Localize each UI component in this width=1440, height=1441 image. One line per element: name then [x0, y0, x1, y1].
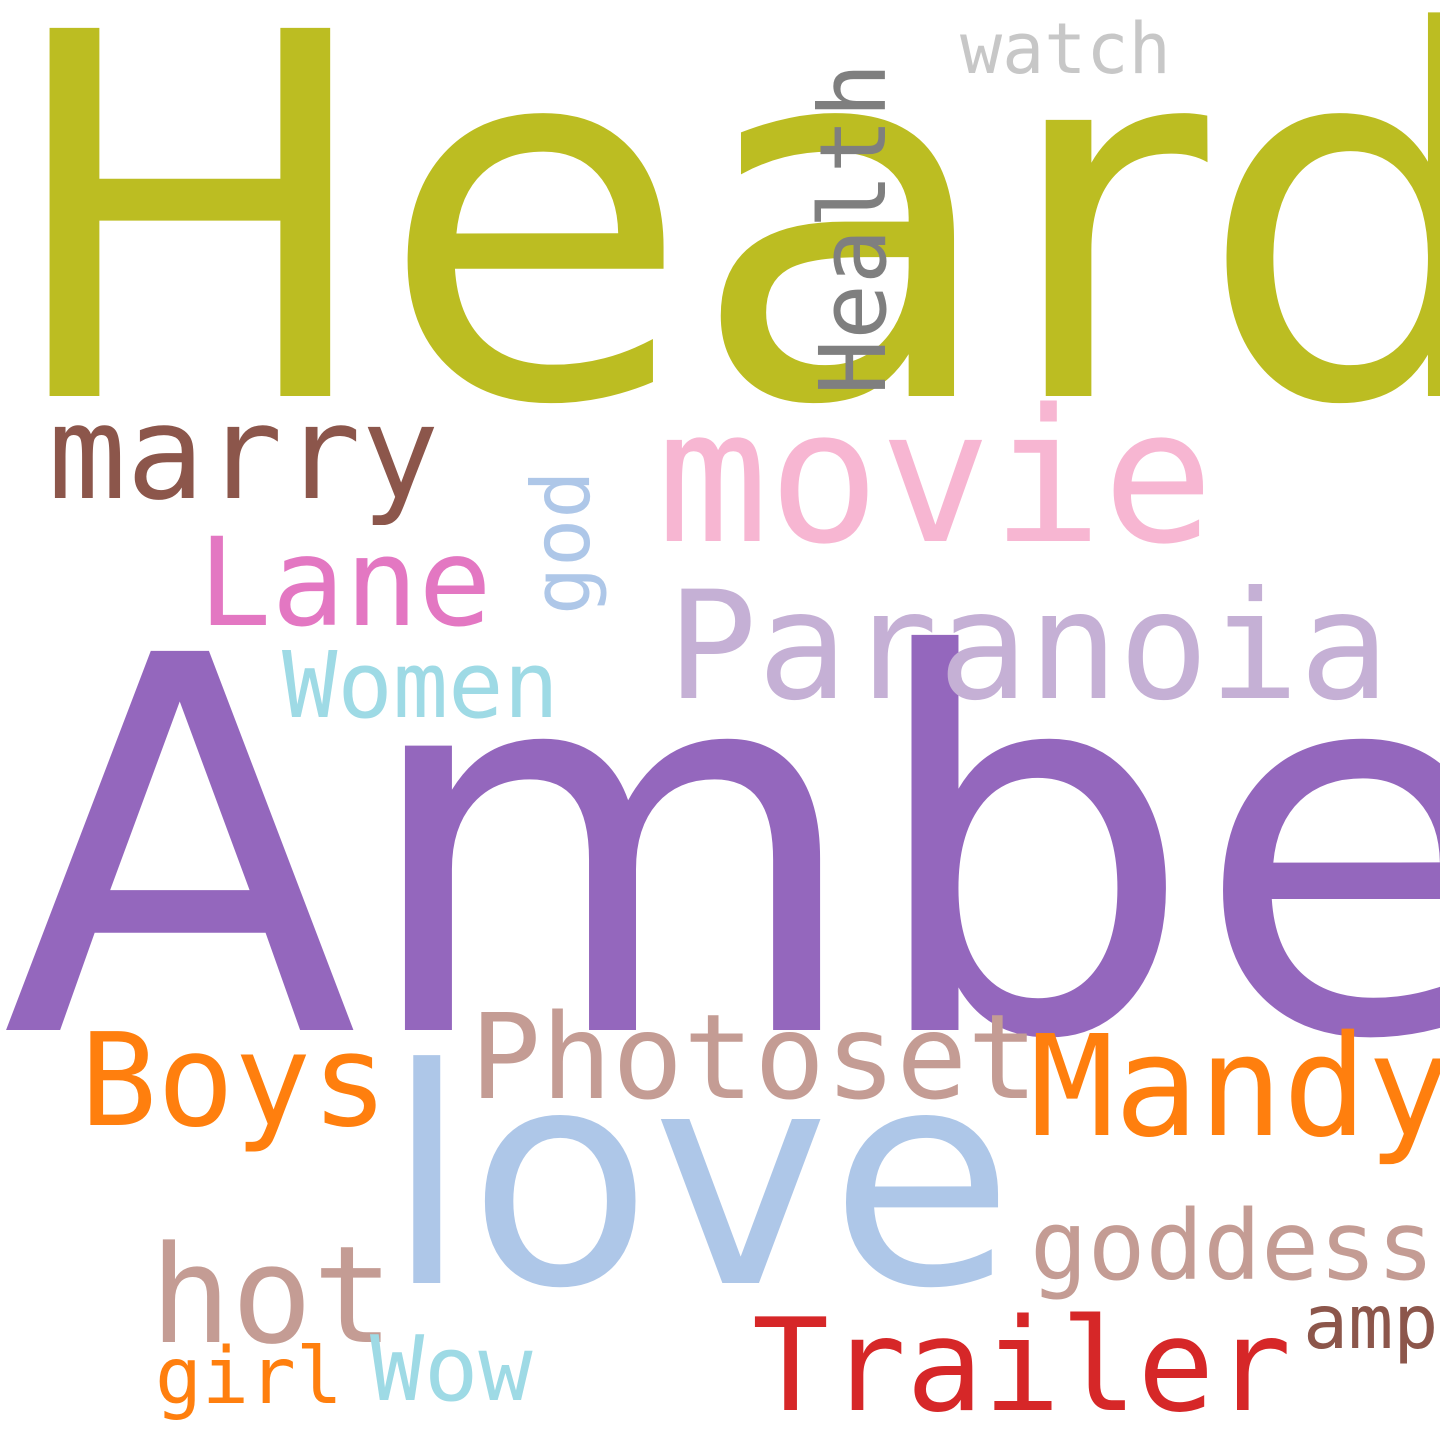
word-photoset: Photoset: [470, 988, 1039, 1126]
word-girl: girl: [155, 1332, 343, 1422]
word-heard: Heard: [0, 0, 1440, 516]
word-amber: Amber: [2, 547, 1440, 1153]
word-trailer: Trailer: [752, 1292, 1292, 1441]
word-goddess: goddess: [1030, 1190, 1435, 1302]
word-god: god: [515, 470, 608, 616]
word-lane: Lane: [198, 512, 492, 654]
word-hot: hot: [150, 1217, 394, 1374]
word-marry: marry: [48, 377, 440, 529]
word-love: love: [385, 1005, 1015, 1354]
word-health: Health: [800, 62, 907, 395]
word-watch: watch: [960, 8, 1171, 90]
word-women: Women: [282, 632, 559, 739]
word-boys: Boys: [80, 1007, 389, 1156]
word-wow: Wow: [370, 1317, 533, 1422]
word-amp: amp: [1303, 1278, 1439, 1366]
word-mandy: Mandy: [1030, 1006, 1440, 1169]
word-movie: movie: [657, 369, 1214, 585]
word-paranoia: Paranoia: [667, 560, 1390, 734]
